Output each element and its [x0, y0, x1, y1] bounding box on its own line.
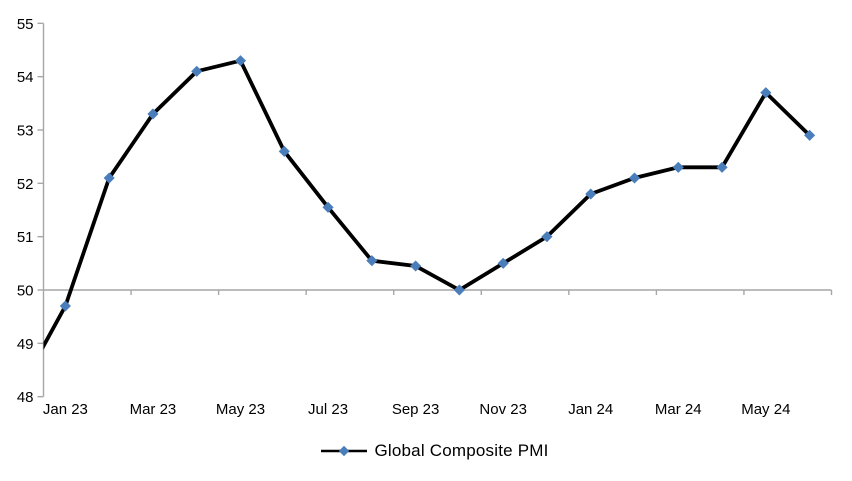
- x-axis-tick-label: Mar 23: [130, 401, 177, 418]
- y-axis-tick-label: 51: [17, 229, 34, 246]
- pmi-data-marker: [760, 87, 772, 99]
- legend-series-label: Global Composite PMI: [374, 441, 549, 460]
- pmi-data-marker: [191, 65, 203, 77]
- x-axis-tick-label: Jan 23: [43, 401, 88, 418]
- pmi-data-marker: [497, 257, 509, 269]
- pmi-data-marker: [59, 300, 72, 312]
- x-axis-tick-label: Sep 23: [392, 401, 440, 418]
- x-axis-tick-label: May 23: [216, 401, 265, 418]
- y-axis-tick-label: 53: [17, 123, 34, 140]
- x-axis-tick-label: Mar 24: [655, 401, 702, 418]
- pmi-data-marker: [409, 260, 422, 272]
- pmi-data-marker: [628, 172, 641, 184]
- pmi-data-marker: [278, 145, 290, 157]
- pmi-data-marker: [234, 55, 247, 67]
- pmi-data-marker: [803, 129, 816, 141]
- pmi-data-marker: [366, 255, 378, 267]
- pmi-data-marker: [541, 231, 553, 243]
- series-global-composite-pmi: [43, 55, 816, 350]
- y-axis-tick-label: 48: [17, 389, 34, 406]
- y-axis-tick-label: 50: [17, 283, 34, 300]
- pmi-data-marker: [585, 188, 597, 200]
- x-axis-tick-label: Jul 23: [308, 401, 348, 418]
- legend-series-marker-icon: [321, 445, 368, 457]
- pmi-series-line: [43, 58, 811, 350]
- x-axis-tick-label: May 24: [741, 401, 790, 418]
- legend: Global Composite PMI: [0, 441, 852, 461]
- pmi-data-marker: [103, 172, 115, 184]
- x-axis-tick-label: Nov 23: [479, 401, 527, 418]
- pmi-data-marker: [453, 284, 466, 296]
- y-axis-tick-label: 52: [17, 176, 34, 193]
- y-axis-tick-label: 49: [17, 336, 34, 353]
- pmi-data-marker: [147, 108, 159, 120]
- y-axis-tick-label: 55: [17, 16, 34, 33]
- pmi-data-marker: [716, 161, 728, 173]
- y-axis-tick-label: 54: [17, 69, 34, 86]
- pmi-data-marker: [322, 201, 334, 213]
- pmi-data-marker: [672, 161, 684, 173]
- x-axis-tick-label: Jan 24: [568, 401, 613, 418]
